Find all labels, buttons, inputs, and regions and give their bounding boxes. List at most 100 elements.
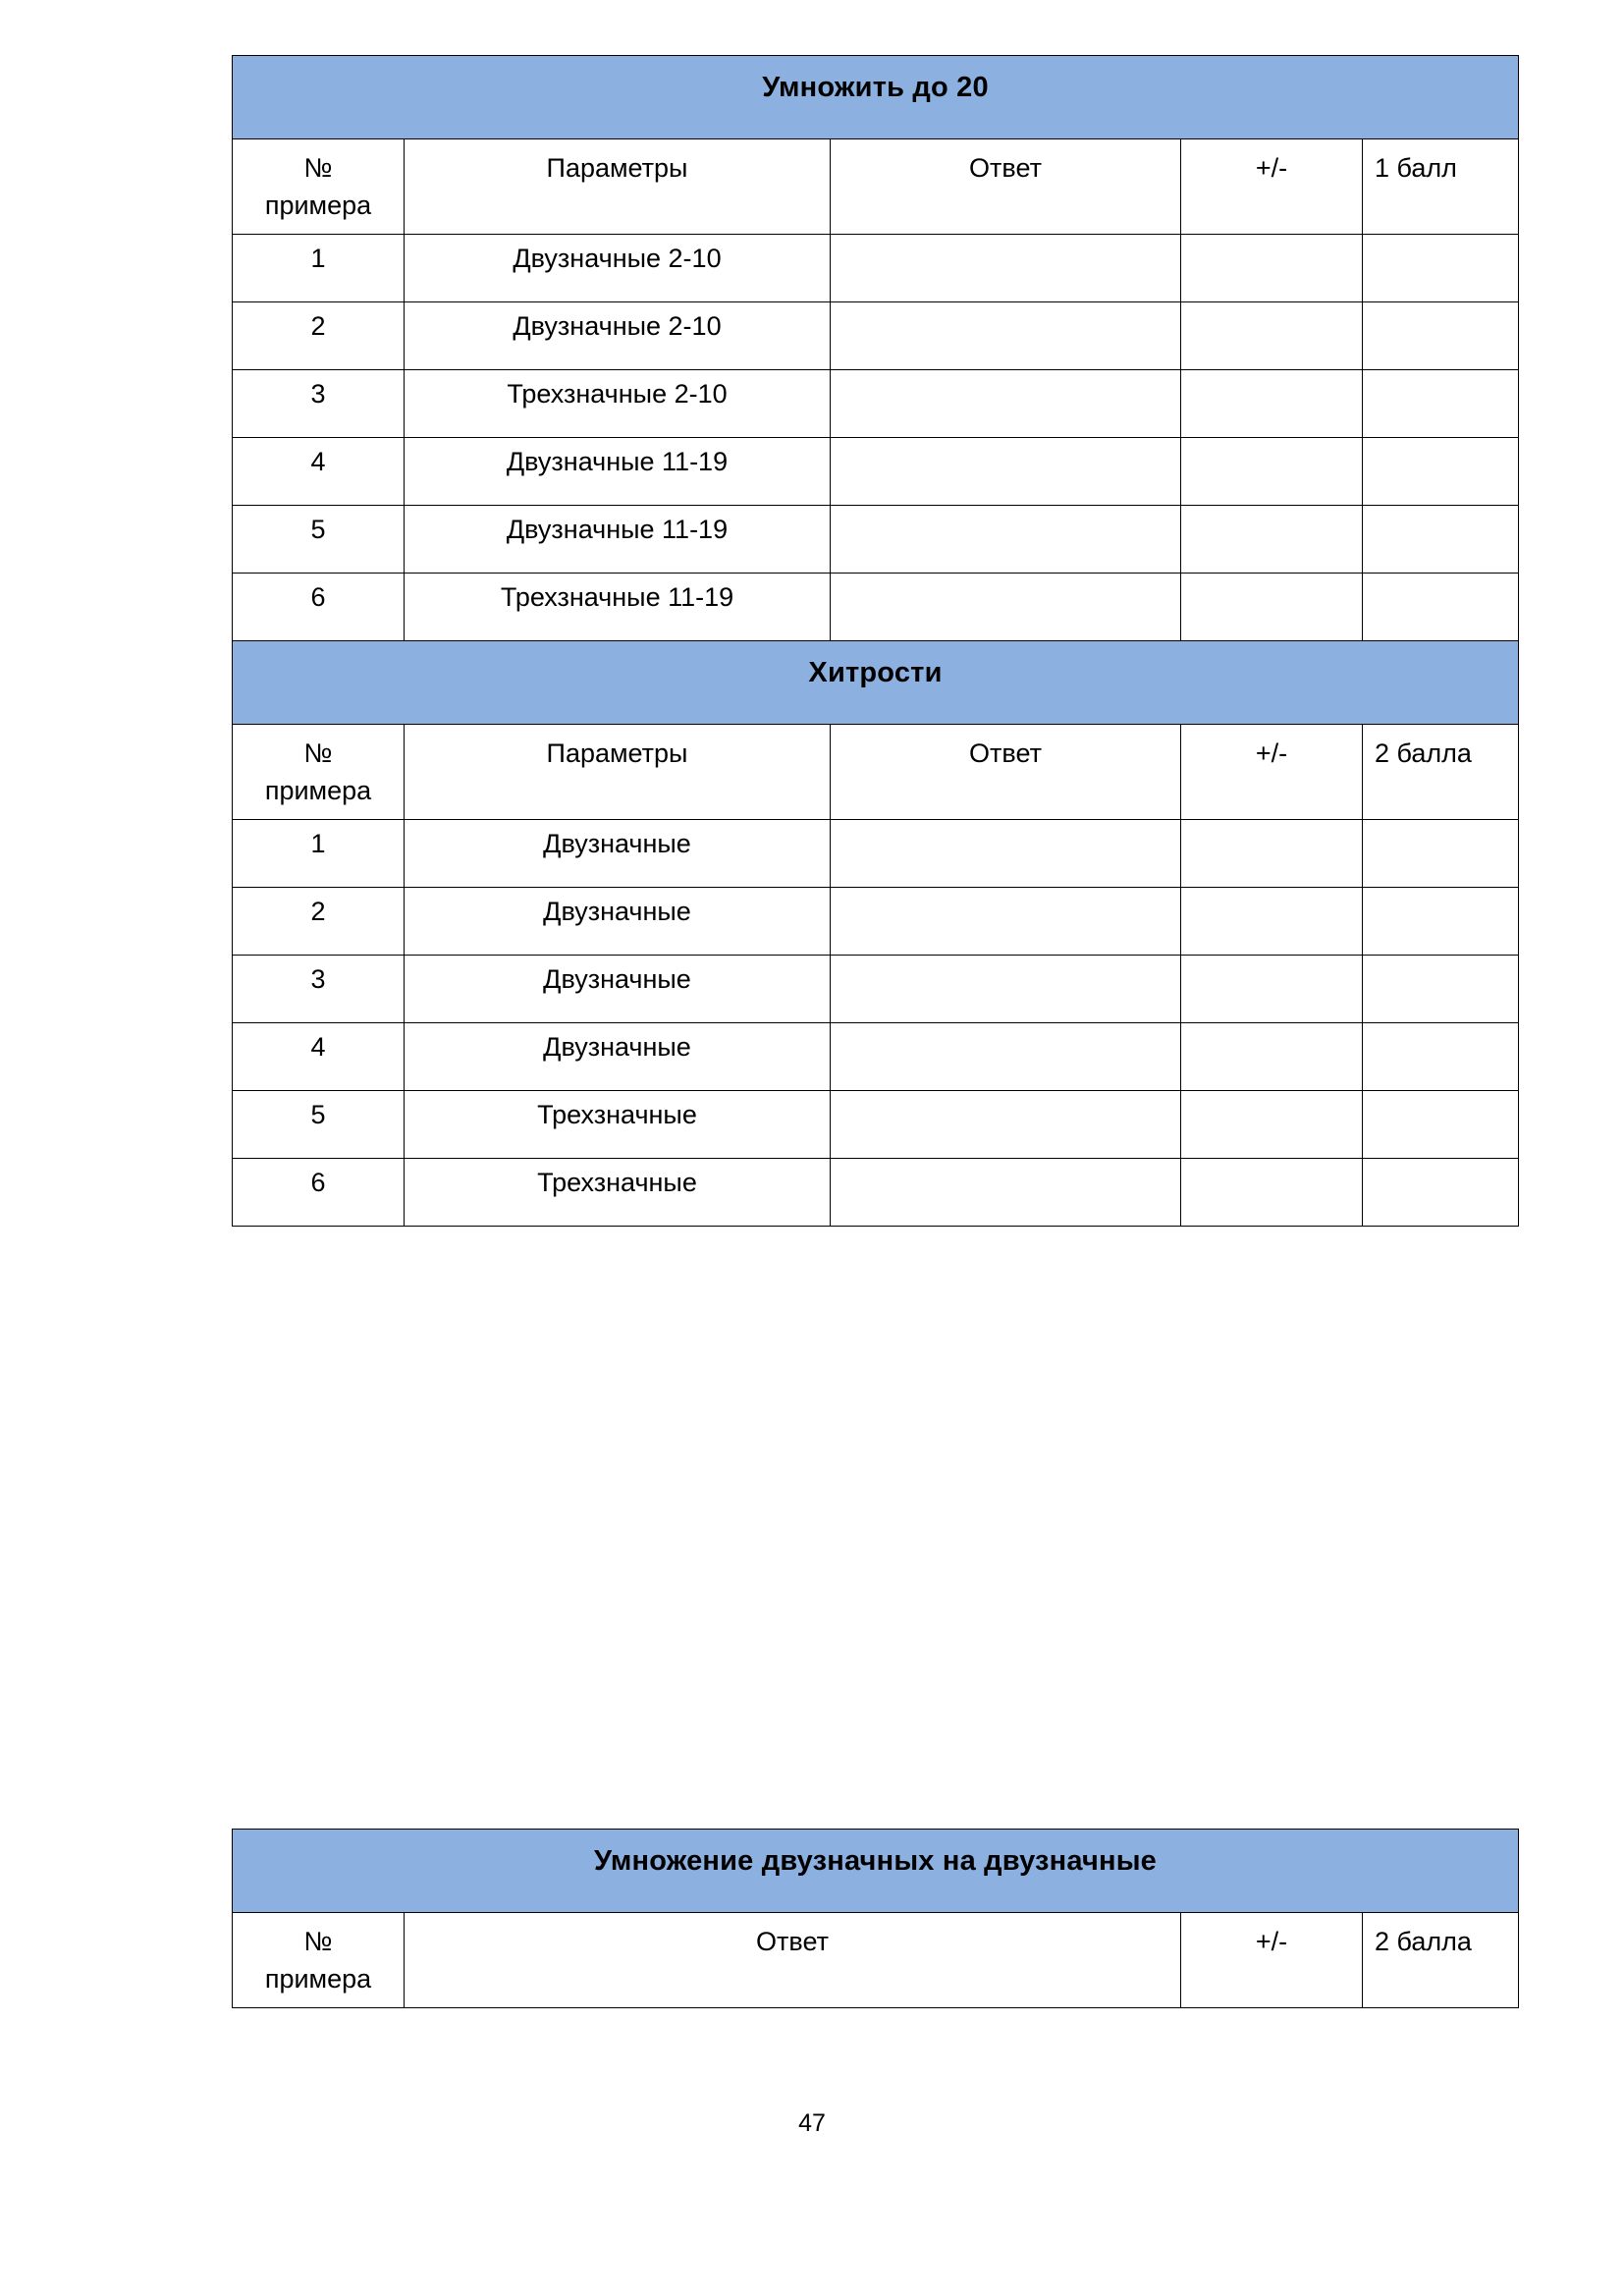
cell-answer-value	[831, 235, 1180, 301]
cell-points-value	[1363, 1023, 1518, 1090]
page-number: 47	[798, 2109, 826, 2137]
cell-plusminus-input[interactable]	[1180, 301, 1363, 370]
cell-points-value	[1363, 438, 1518, 505]
cell-answer-value	[831, 1091, 1180, 1158]
cell-num-label: 3	[310, 379, 326, 409]
cell-points-value	[1363, 888, 1518, 955]
column-header-num-label: № примера	[264, 738, 372, 806]
cell-params: Трехзначные 11-19	[404, 573, 831, 641]
cell-params-label: Двузначные	[543, 829, 691, 858]
cell-params-label: Двузначные 2-10	[513, 311, 722, 341]
cell-answer-value	[831, 438, 1180, 505]
cell-plusminus-input[interactable]	[1180, 505, 1363, 574]
cell-points-input[interactable]	[1361, 573, 1520, 641]
column-header-plusminus: +/-	[1180, 138, 1363, 235]
cell-plusminus-value	[1181, 235, 1362, 301]
cell-answer-input[interactable]	[830, 1158, 1181, 1227]
table-row: 6 Трехзначные 11-19	[232, 573, 1520, 641]
cell-num: 3	[232, 955, 405, 1023]
column-header-answer-label: Ответ	[756, 1927, 829, 1956]
cell-num: 6	[232, 1158, 405, 1227]
cell-points-input[interactable]	[1361, 505, 1520, 574]
cell-answer-input[interactable]	[830, 573, 1181, 641]
cell-points-input[interactable]	[1361, 1022, 1520, 1091]
cell-params-label: Двузначные	[543, 1032, 691, 1062]
cell-plusminus-input[interactable]	[1180, 1158, 1363, 1227]
worksheet-table-1: Умножить до 20 № примера Параметры Ответ…	[231, 55, 1520, 1227]
column-header-answer-label: Ответ	[969, 153, 1042, 183]
cell-plusminus-input[interactable]	[1180, 887, 1363, 956]
cell-points-input[interactable]	[1361, 1090, 1520, 1159]
cell-plusminus-input[interactable]	[1180, 234, 1363, 302]
cell-answer-input[interactable]	[830, 234, 1181, 302]
cell-answer-input[interactable]	[830, 819, 1181, 888]
cell-plusminus-value	[1181, 1159, 1362, 1226]
cell-plusminus-value	[1181, 1091, 1362, 1158]
column-header-params-label: Параметры	[546, 738, 688, 768]
cell-params-label: Двузначные 11-19	[506, 447, 729, 476]
cell-plusminus-input[interactable]	[1180, 437, 1363, 506]
cell-plusminus-input[interactable]	[1180, 369, 1363, 438]
cell-answer-value	[831, 1023, 1180, 1090]
cell-plusminus-value	[1181, 302, 1362, 369]
cell-answer-input[interactable]	[830, 505, 1181, 574]
column-header-row: № примера Ответ +/- 2 балла	[232, 1912, 1520, 2008]
cell-points-value	[1363, 956, 1518, 1022]
column-header-points-label: 1 балл	[1375, 153, 1457, 183]
cell-answer-input[interactable]	[830, 887, 1181, 956]
cell-answer-value	[831, 956, 1180, 1022]
cell-points-input[interactable]	[1361, 1158, 1520, 1227]
cell-answer-input[interactable]	[830, 301, 1181, 370]
cell-answer-input[interactable]	[830, 955, 1181, 1023]
cell-num-label: 1	[310, 244, 326, 273]
cell-answer-input[interactable]	[830, 1090, 1181, 1159]
cell-points-input[interactable]	[1361, 887, 1520, 956]
column-header-points-label: 2 балла	[1375, 1927, 1472, 1956]
cell-points-input[interactable]	[1361, 301, 1520, 370]
worksheet-table-2: Умножение двузначных на двузначные № при…	[231, 1829, 1520, 2008]
cell-points-input[interactable]	[1361, 955, 1520, 1023]
column-header-answer: Ответ	[830, 724, 1181, 820]
cell-num: 5	[232, 505, 405, 574]
cell-params-label: Трехзначные	[537, 1100, 697, 1129]
cell-plusminus-input[interactable]	[1180, 955, 1363, 1023]
cell-params-label: Трехзначные 11-19	[500, 582, 734, 612]
column-header-answer-label: Ответ	[969, 738, 1042, 768]
cell-plusminus-input[interactable]	[1180, 573, 1363, 641]
cell-answer-value	[831, 574, 1180, 640]
table-row: 4 Двузначные	[232, 1022, 1520, 1091]
cell-points-value	[1363, 370, 1518, 437]
cell-plusminus-value	[1181, 370, 1362, 437]
table-row: 3 Двузначные	[232, 955, 1520, 1023]
cell-points-input[interactable]	[1361, 369, 1520, 438]
cell-params: Двузначные 2-10	[404, 301, 831, 370]
cell-num: 6	[232, 573, 405, 641]
column-header-answer: Ответ	[830, 138, 1181, 235]
table-row: 1 Двузначные 2-10	[232, 234, 1520, 302]
cell-num-label: 5	[310, 515, 326, 544]
cell-points-input[interactable]	[1361, 819, 1520, 888]
cell-answer-input[interactable]	[830, 1022, 1181, 1091]
cell-params-label: Двузначные	[543, 897, 691, 926]
cell-answer-value	[831, 1159, 1180, 1226]
cell-answer-input[interactable]	[830, 369, 1181, 438]
section-banner-label: Хитрости	[808, 657, 943, 688]
cell-params: Двузначные	[404, 887, 831, 956]
cell-num-label: 6	[310, 582, 326, 612]
cell-plusminus-value	[1181, 820, 1362, 887]
cell-points-input[interactable]	[1361, 234, 1520, 302]
cell-params: Двузначные 11-19	[404, 437, 831, 506]
cell-num: 2	[232, 887, 405, 956]
cell-points-input[interactable]	[1361, 437, 1520, 506]
cell-plusminus-input[interactable]	[1180, 1090, 1363, 1159]
cell-points-value	[1363, 302, 1518, 369]
cell-plusminus-input[interactable]	[1180, 819, 1363, 888]
section-banner-umnozhit-do-20: Умножить до 20	[231, 55, 1520, 139]
table-row: 1 Двузначные	[232, 819, 1520, 888]
cell-plusminus-value	[1181, 574, 1362, 640]
cell-plusminus-input[interactable]	[1180, 1022, 1363, 1091]
column-header-points: 2 балла	[1361, 724, 1520, 820]
column-header-num: № примера	[232, 724, 405, 820]
cell-answer-value	[831, 820, 1180, 887]
cell-answer-input[interactable]	[830, 437, 1181, 506]
